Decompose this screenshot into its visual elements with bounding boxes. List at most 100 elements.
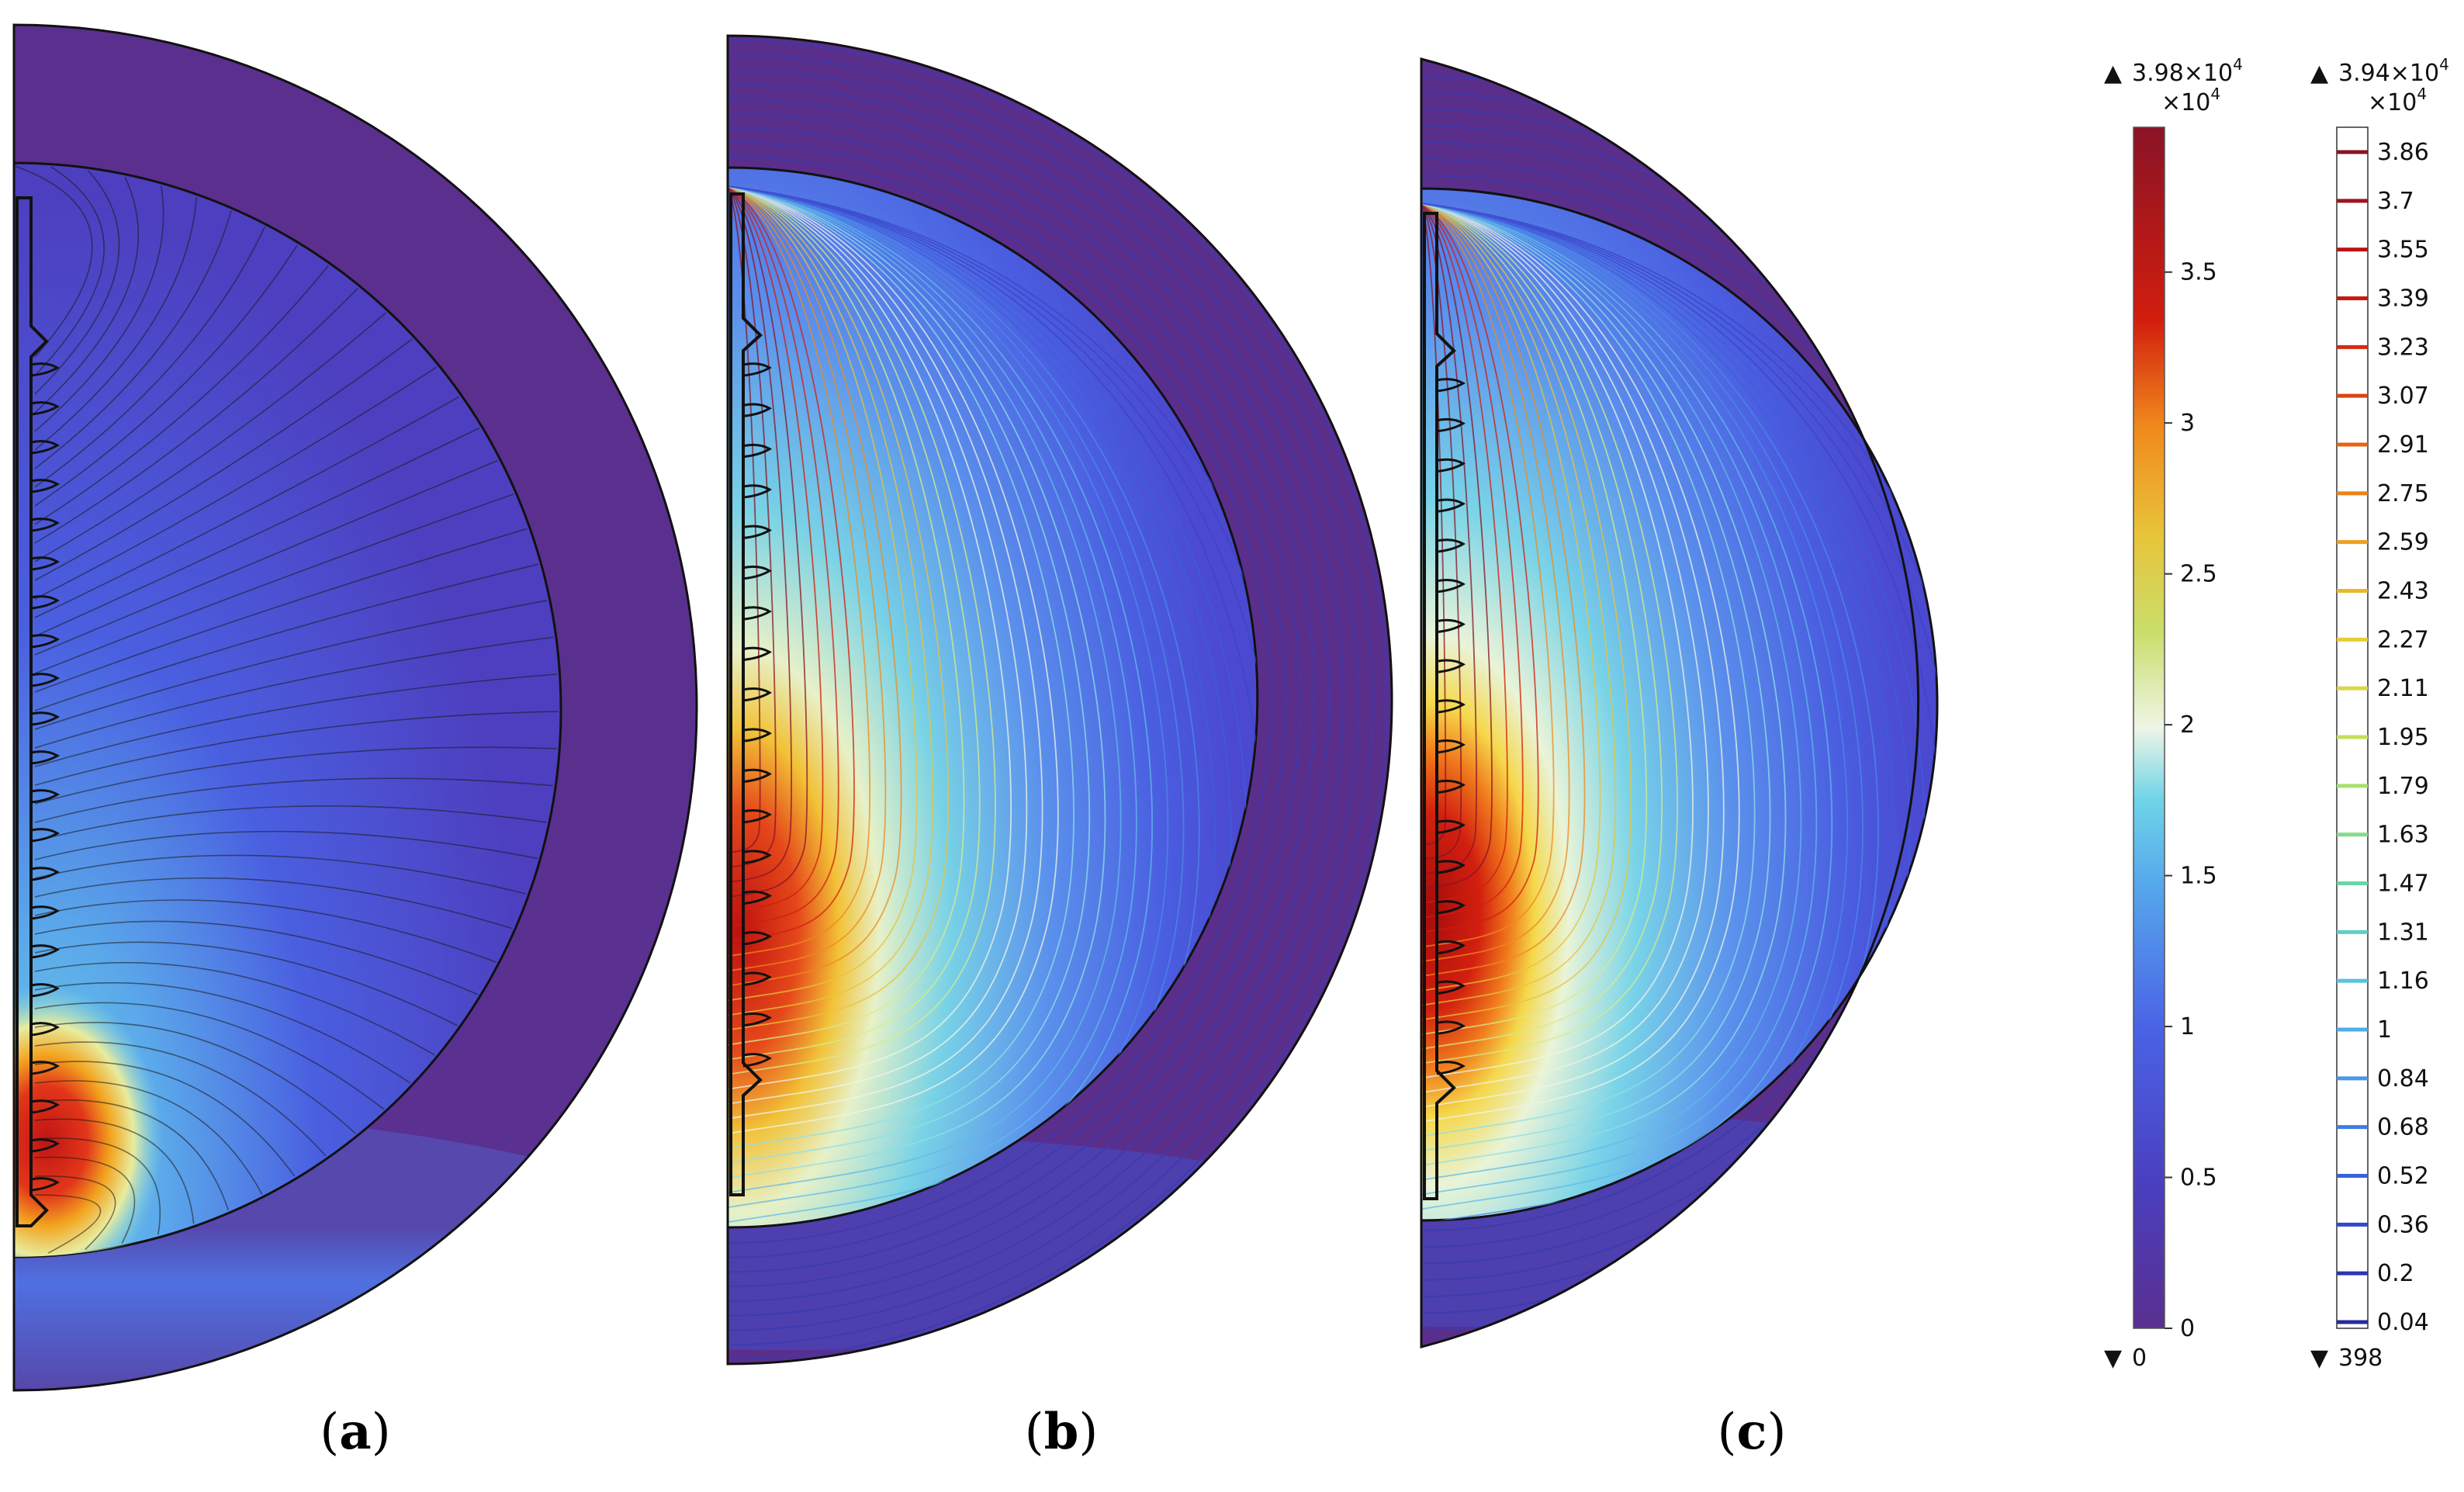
field-line [34, 170, 120, 395]
contour-line [1421, 203, 1937, 1220]
field-line [34, 1022, 356, 1134]
shed [742, 1053, 772, 1068]
shed [30, 867, 60, 881]
contour-line [728, 185, 981, 1061]
field-line [34, 185, 164, 432]
shed [742, 606, 772, 621]
contour-level-label: 1.95 [2377, 724, 2429, 751]
panel-a [12, 23, 698, 1392]
contour-line [1421, 203, 1895, 1220]
contour-line [728, 185, 887, 972]
panel-a-insulator-sheds [30, 362, 60, 1192]
field-line [34, 312, 387, 563]
colorbar-contour-min-label: 398 [2338, 1345, 2383, 1372]
contour-level-label: 1.63 [2377, 822, 2429, 849]
outer-contour [728, 156, 1272, 1244]
panel-a-field-lines [14, 164, 559, 1254]
field-line [34, 1137, 161, 1235]
contour-line [728, 185, 1153, 1224]
contour-line [728, 185, 933, 1016]
field-line [34, 1175, 116, 1251]
field-line [34, 1061, 296, 1177]
shed [1436, 538, 1466, 553]
shed [30, 479, 60, 493]
colorbar-tick-label: 2.5 [2180, 561, 2217, 588]
colorbar-tick-label: 2 [2180, 711, 2195, 739]
contour-level-label: 2.11 [2377, 675, 2429, 702]
colorbar-continuous-max-label: 3.98×104 [2132, 55, 2243, 87]
field-line [34, 920, 479, 995]
shed [1436, 618, 1466, 634]
contour-level-label: 1.16 [2377, 968, 2429, 995]
field-line [34, 528, 528, 693]
contour-level-label: 0.52 [2377, 1163, 2429, 1190]
contour-line [1421, 203, 1477, 875]
field-line [34, 366, 438, 600]
contour-line [1421, 203, 1937, 1220]
outer-contour [728, 98, 1330, 1302]
contour-line [1421, 203, 1632, 1021]
shed [742, 809, 772, 824]
shed [30, 401, 60, 416]
field-line [34, 427, 480, 637]
field-line [34, 459, 498, 656]
contour-line [728, 185, 1028, 1105]
shed [742, 362, 772, 377]
field-line [34, 197, 198, 451]
colorbar-tick-label: 3.5 [2180, 259, 2217, 286]
shed [30, 711, 60, 726]
field-line [34, 166, 105, 376]
panel-a-label: (a) [320, 1403, 391, 1461]
outer-contour [1421, 158, 1919, 1248]
field-line [34, 265, 329, 525]
colorbar-continuous-multiplier: ×104 [2161, 85, 2220, 116]
shed [30, 905, 60, 920]
field-line [34, 1080, 263, 1195]
shed [1436, 378, 1466, 393]
contour-line [728, 185, 1012, 1090]
shed [1436, 458, 1466, 473]
shed [742, 646, 772, 661]
field-line [34, 1194, 102, 1254]
shed [30, 673, 60, 687]
shed [30, 1177, 60, 1192]
field-line [34, 1118, 195, 1224]
contour-level-label: 0.84 [2377, 1065, 2429, 1092]
contour-line [1421, 203, 1539, 933]
field-line [34, 338, 413, 581]
contour-line [1421, 203, 1493, 890]
outer-contour [728, 68, 1359, 1331]
shed [30, 944, 60, 959]
field-line [34, 711, 559, 786]
contour-line [1421, 203, 1787, 1167]
field-line [34, 636, 554, 749]
panel-c-label: (c) [1717, 1403, 1787, 1461]
field-line [34, 777, 553, 823]
contour-line [1421, 203, 1694, 1079]
contour-level-label: 2.75 [2377, 480, 2429, 507]
field-line [34, 563, 539, 711]
contour-line [1421, 203, 1937, 1220]
colorbar-contour-max-label: 3.94×104 [2338, 55, 2449, 87]
colorbar-continuous-ticks: 3.5 3 2.5 2 1.5 1 0.5 0 [2165, 259, 2217, 1342]
contour-line [1421, 203, 1756, 1137]
shed [742, 484, 772, 499]
contour-line [1421, 203, 1771, 1152]
contour-level-label: 2.27 [2377, 626, 2429, 653]
field-line [34, 830, 538, 860]
field-line [34, 1099, 230, 1211]
contour-line [728, 185, 792, 884]
colorbar-continuous-min-label: 0 [2132, 1345, 2147, 1372]
contour-line [728, 185, 1137, 1209]
shed [742, 931, 772, 946]
field-line [34, 805, 547, 842]
contour-level-label: 2.59 [2377, 529, 2429, 556]
colorbar-continuous-min-arrow: ▼ [2104, 1345, 2122, 1372]
outer-contour [728, 126, 1301, 1273]
contour-line [1421, 203, 1709, 1094]
field-line [34, 600, 548, 730]
shed [1436, 739, 1466, 754]
contour-line [728, 185, 1075, 1149]
shed [1436, 579, 1466, 594]
contour-line [728, 185, 808, 898]
